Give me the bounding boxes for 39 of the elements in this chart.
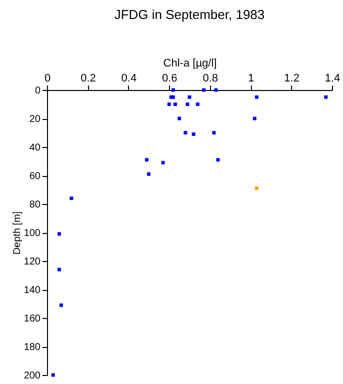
x-tick-label: 1.2 [284,72,300,84]
y-tick-label: 80 [29,200,41,210]
point [60,303,63,307]
point [161,160,165,164]
point [147,172,151,176]
y-tick-label: 160 [24,314,41,324]
x-tick-label: 0.4 [121,72,137,84]
point [70,196,74,200]
point [145,158,148,162]
y-tick-label: 120 [24,256,41,268]
point [254,95,258,99]
x-tick-label: 1.4 [324,72,340,84]
y-tick-label: 140 [24,285,41,296]
point [186,102,190,106]
y-tick-label: 0 [34,86,41,96]
point [174,102,177,106]
x-tick-label: 0.2 [80,72,96,84]
point [57,232,61,236]
x-tick-label: 1 [248,72,254,84]
x-tick-label: 0.6 [162,72,178,84]
y-tick-label: 180 [24,342,41,353]
point [192,132,196,136]
y-tick-label: 20 [29,114,41,125]
x-tick-label: 0 [44,72,51,84]
y-tick-label: 100 [24,228,41,239]
point [254,186,258,190]
y-tick-label: 40 [29,142,41,154]
y-tick-label: 200 [24,370,41,382]
point [212,131,216,134]
point [167,102,171,106]
x-tick-label: 0.8 [202,72,218,84]
point [57,268,61,272]
point [196,102,200,106]
chart-title: JFDG in September, 1983 [114,7,265,22]
point [324,95,328,99]
y-axis-title: Depth [m] [12,211,23,255]
y-tick-label: 60 [29,171,41,182]
point [184,131,188,134]
x-axis-title: Chl-a [µg/l] [163,58,217,70]
